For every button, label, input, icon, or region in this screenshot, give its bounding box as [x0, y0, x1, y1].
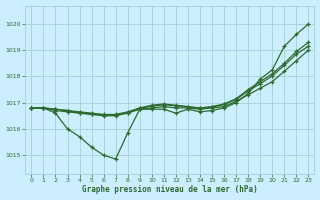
X-axis label: Graphe pression niveau de la mer (hPa): Graphe pression niveau de la mer (hPa): [82, 185, 258, 194]
